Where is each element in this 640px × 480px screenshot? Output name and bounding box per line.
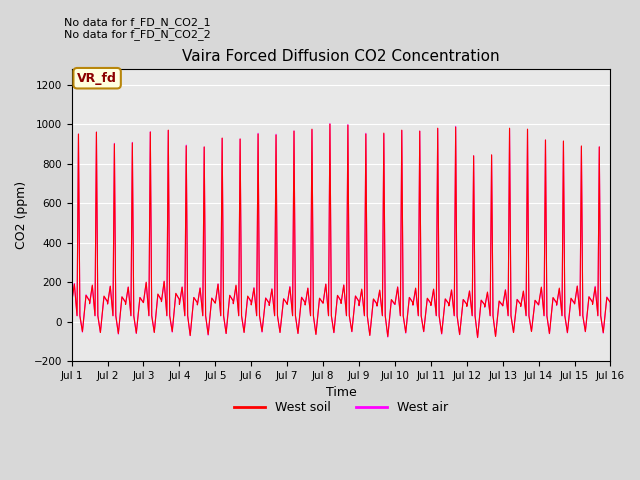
Y-axis label: CO2 (ppm): CO2 (ppm) (15, 181, 28, 249)
West soil (251, 293, 259, 299)
Line: West soil: West soil (72, 124, 611, 337)
West air (474, 335, 481, 340)
West air (477, 300, 484, 306)
West soil (68, 300, 76, 306)
West soil (577, 153, 585, 158)
West air (323, 291, 330, 297)
West air (584, 303, 592, 309)
West soil (584, 303, 592, 309)
Text: VR_fd: VR_fd (77, 72, 117, 84)
West soil (461, 300, 469, 306)
Legend: West soil, West air: West soil, West air (228, 396, 453, 419)
Line: West air: West air (72, 124, 611, 337)
X-axis label: Time: Time (326, 386, 356, 399)
West air (461, 300, 469, 305)
West soil (326, 121, 333, 127)
West air (326, 121, 333, 127)
West air (251, 293, 259, 299)
Text: No data for f_FD_N_CO2_1: No data for f_FD_N_CO2_1 (64, 17, 211, 28)
Text: No data for f_FD_N_CO2_2: No data for f_FD_N_CO2_2 (64, 29, 211, 40)
West air (577, 153, 585, 159)
West soil (607, 309, 614, 315)
Title: Vaira Forced Diffusion CO2 Concentration: Vaira Forced Diffusion CO2 Concentration (182, 48, 500, 63)
West soil (474, 335, 481, 340)
West soil (323, 291, 330, 297)
West soil (477, 300, 484, 306)
West air (68, 300, 76, 305)
West air (607, 309, 614, 315)
